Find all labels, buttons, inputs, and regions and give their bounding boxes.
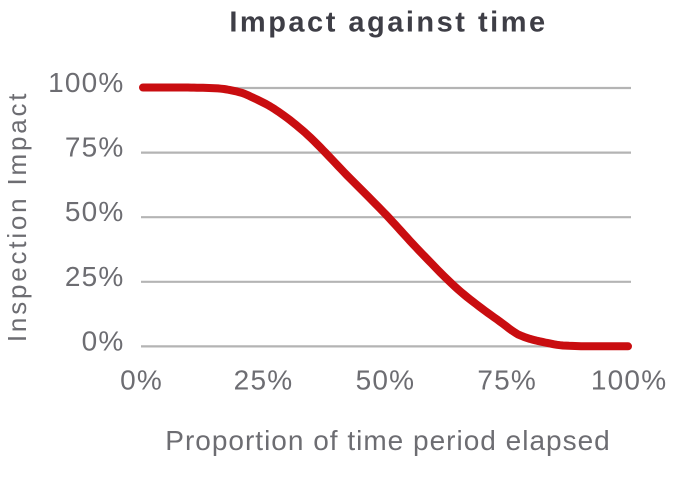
- svg-text:0%: 0%: [82, 325, 125, 356]
- svg-text:50%: 50%: [65, 196, 125, 227]
- svg-text:100%: 100%: [591, 365, 667, 396]
- svg-text:50%: 50%: [356, 365, 416, 396]
- svg-text:75%: 75%: [65, 132, 125, 163]
- svg-text:100%: 100%: [48, 67, 124, 98]
- svg-text:Proportion of time period elap: Proportion of time period elapsed: [165, 425, 610, 456]
- svg-text:25%: 25%: [65, 261, 125, 292]
- svg-text:0%: 0%: [120, 365, 163, 396]
- svg-text:75%: 75%: [477, 365, 537, 396]
- svg-text:Inspection Impact: Inspection Impact: [2, 91, 32, 342]
- svg-text:25%: 25%: [234, 365, 294, 396]
- svg-text:Impact against time: Impact against time: [229, 7, 547, 39]
